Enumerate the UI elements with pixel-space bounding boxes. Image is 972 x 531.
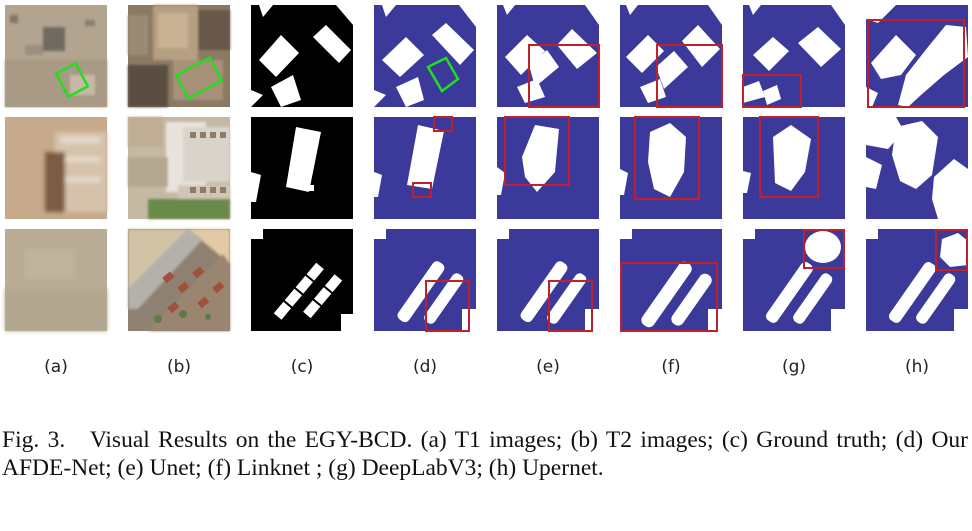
afde-net-result-row3 [374, 229, 476, 332]
column-label-e: (e) [536, 357, 560, 377]
linknet-result-row1 [620, 5, 723, 108]
t2-image-row2 [128, 117, 230, 219]
column-label-c: (c) [290, 357, 314, 377]
column-label-f: (f) [661, 357, 681, 377]
afde-net-result-row1 [374, 5, 476, 107]
t2-image-row1 [128, 5, 230, 107]
t2-image-row3 [128, 229, 230, 331]
column-label-h: (h) [904, 357, 930, 377]
unet-result-row2 [497, 116, 599, 219]
upernet-result-row3 [866, 229, 968, 331]
unet-result-row3 [497, 229, 599, 332]
afde-net-result-row2 [374, 116, 476, 219]
ground-truth-row2 [251, 117, 353, 219]
ground-truth-row3 [251, 229, 353, 331]
caption-label: Fig. 3. [2, 427, 66, 453]
linknet-result-row2 [620, 116, 722, 219]
deeplabv3-result-row2 [743, 116, 845, 219]
deeplabv3-result-row3 [743, 229, 845, 331]
column-label-d: (d) [412, 357, 438, 377]
upernet-result-row2 [866, 117, 968, 219]
deeplabv3-result-row1 [742, 5, 845, 108]
caption-text: Visual Results on the EGY-BCD. (a) T1 im… [2, 427, 968, 481]
ground-truth-row1 [251, 5, 353, 107]
upernet-result-row1 [866, 5, 968, 108]
column-label-a: (a) [44, 357, 68, 377]
result-grid [5, 5, 968, 332]
column-label-g: (g) [781, 357, 807, 377]
figure-caption: Fig. 3. Visual Results on the EGY-BCD. (… [2, 426, 968, 482]
t1-image-row2 [5, 117, 107, 219]
column-label-b: (b) [166, 357, 192, 377]
t1-image-row3 [5, 229, 107, 331]
linknet-result-row3 [620, 229, 722, 332]
t1-image-row1 [5, 5, 107, 107]
unet-result-row1 [497, 5, 600, 108]
